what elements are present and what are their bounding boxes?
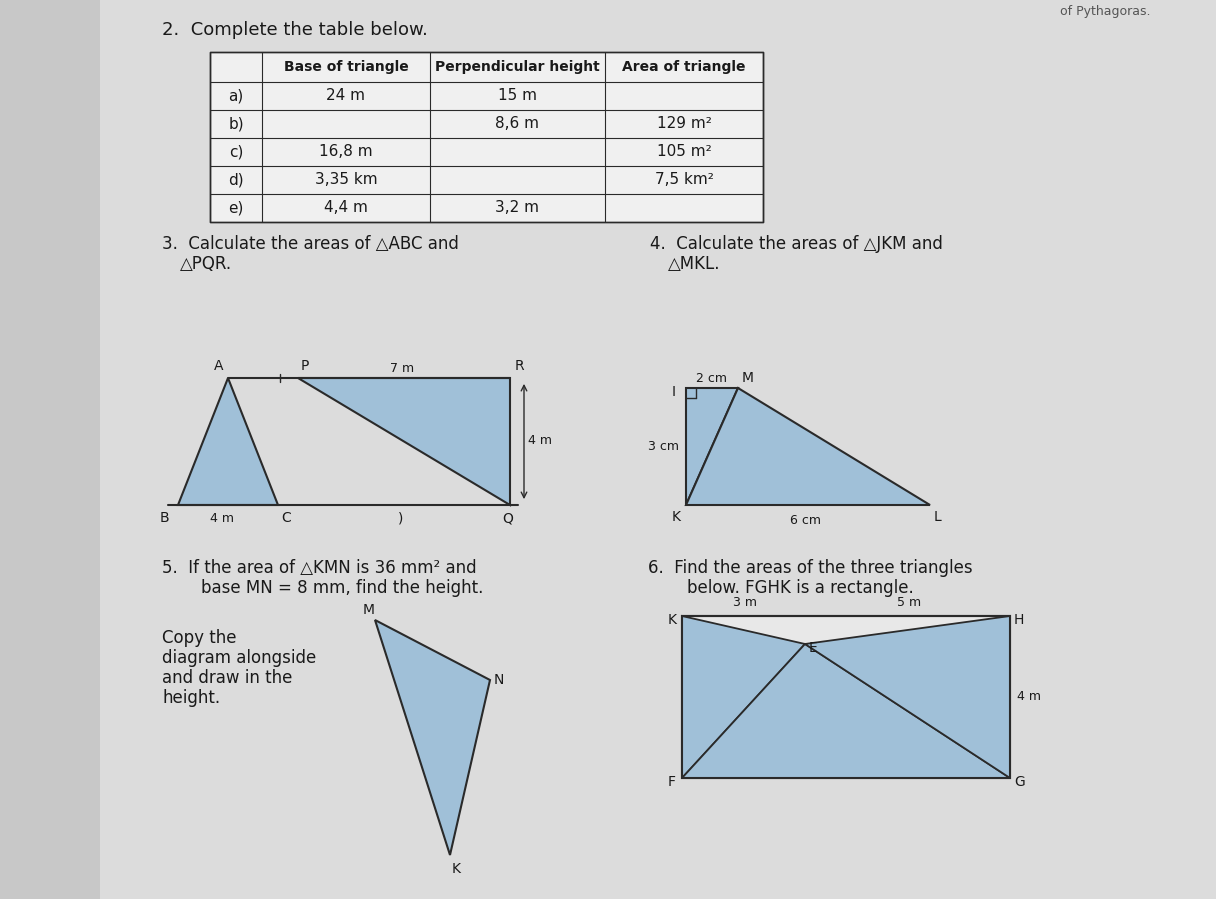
Text: diagram alongside: diagram alongside <box>162 649 316 667</box>
Text: 3,35 km: 3,35 km <box>315 173 377 188</box>
Text: K: K <box>668 613 677 627</box>
Text: d): d) <box>229 173 244 188</box>
Text: K: K <box>672 510 681 524</box>
Text: H: H <box>1014 613 1024 627</box>
Text: 24 m: 24 m <box>327 88 366 103</box>
Text: 4 m: 4 m <box>210 512 233 526</box>
Text: 3.  Calculate the areas of △ABC and: 3. Calculate the areas of △ABC and <box>162 235 458 253</box>
Text: b): b) <box>229 117 244 131</box>
Text: M: M <box>742 371 754 385</box>
Text: F: F <box>668 775 676 789</box>
Text: base MN = 8 mm, find the height.: base MN = 8 mm, find the height. <box>180 579 484 597</box>
Text: B: B <box>161 511 169 525</box>
Text: △MKL.: △MKL. <box>668 255 721 273</box>
Text: 4 m: 4 m <box>528 434 552 448</box>
Polygon shape <box>686 388 738 505</box>
Bar <box>210 52 762 222</box>
Text: A: A <box>214 359 224 373</box>
Text: I: I <box>672 385 676 399</box>
Text: height.: height. <box>162 689 220 707</box>
Text: 15 m: 15 m <box>497 88 536 103</box>
Polygon shape <box>805 616 1010 778</box>
Text: of Pythagoras.: of Pythagoras. <box>1060 5 1150 19</box>
Text: 3 cm: 3 cm <box>648 440 679 452</box>
Text: 4,4 m: 4,4 m <box>323 200 368 216</box>
Polygon shape <box>682 616 805 778</box>
Text: 5.  If the area of △KMN is 36 mm² and: 5. If the area of △KMN is 36 mm² and <box>162 559 477 577</box>
Text: 8,6 m: 8,6 m <box>495 117 539 131</box>
Text: 3,2 m: 3,2 m <box>495 200 539 216</box>
Text: ): ) <box>398 511 404 525</box>
Text: N: N <box>494 673 505 687</box>
Text: Copy the: Copy the <box>162 629 236 647</box>
Text: 3 m: 3 m <box>733 597 758 610</box>
Text: 6.  Find the areas of the three triangles: 6. Find the areas of the three triangles <box>648 559 973 577</box>
Text: e): e) <box>229 200 243 216</box>
Polygon shape <box>375 620 490 855</box>
Polygon shape <box>682 616 1010 778</box>
Text: 4.  Calculate the areas of △JKM and: 4. Calculate the areas of △JKM and <box>651 235 942 253</box>
Text: Base of triangle: Base of triangle <box>283 60 409 74</box>
Text: 129 m²: 129 m² <box>657 117 711 131</box>
Text: Q: Q <box>502 512 513 526</box>
Polygon shape <box>682 644 1010 778</box>
Text: M: M <box>364 603 375 617</box>
Text: R: R <box>516 359 524 373</box>
Text: C: C <box>281 511 291 525</box>
Text: c): c) <box>229 145 243 159</box>
Text: 7,5 km²: 7,5 km² <box>654 173 714 188</box>
Text: G: G <box>1014 775 1025 789</box>
Text: Area of triangle: Area of triangle <box>623 60 745 74</box>
Text: E: E <box>809 641 817 655</box>
Text: 16,8 m: 16,8 m <box>319 145 373 159</box>
Text: Perpendicular height: Perpendicular height <box>434 60 599 74</box>
Polygon shape <box>298 378 510 505</box>
Text: P: P <box>302 359 309 373</box>
Text: a): a) <box>229 88 243 103</box>
Text: △PQR.: △PQR. <box>180 255 232 273</box>
Text: and draw in the: and draw in the <box>162 669 292 687</box>
Text: 7 m: 7 m <box>390 361 415 375</box>
Text: 105 m²: 105 m² <box>657 145 711 159</box>
Polygon shape <box>686 388 930 505</box>
Text: 4 m: 4 m <box>1017 690 1041 704</box>
Text: 6 cm: 6 cm <box>790 514 821 528</box>
Text: L: L <box>934 510 941 524</box>
Text: 2.  Complete the table below.: 2. Complete the table below. <box>162 21 428 39</box>
Text: 2 cm: 2 cm <box>696 371 727 385</box>
Text: K: K <box>452 862 461 876</box>
Text: below. FGHK is a rectangle.: below. FGHK is a rectangle. <box>666 579 913 597</box>
Polygon shape <box>178 378 278 505</box>
Text: 5 m: 5 m <box>897 597 922 610</box>
